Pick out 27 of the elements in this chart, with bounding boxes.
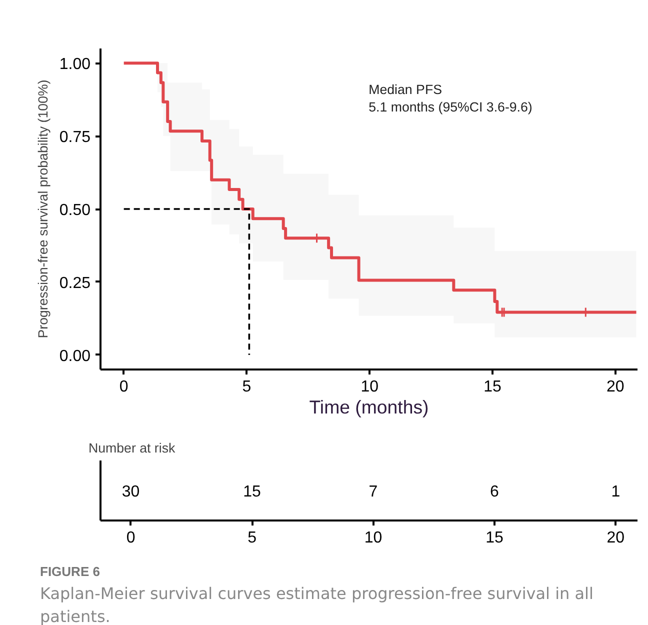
annotation: 5.1 months (95%CI 3.6-9.6) bbox=[368, 99, 532, 114]
y-tick-label: 0.75 bbox=[59, 129, 91, 146]
x-tick-label: 10 bbox=[364, 530, 382, 546]
x-tick-label: 15 bbox=[484, 378, 502, 396]
data-label: 30 bbox=[122, 484, 140, 500]
x-tick-label: 0 bbox=[119, 378, 128, 396]
y-axis-title: Progression-free survival probability (100%) bbox=[35, 80, 50, 338]
x-tick-label: 15 bbox=[486, 530, 504, 546]
y-tick-label: 1.00 bbox=[59, 56, 91, 74]
x-tick-label: 5 bbox=[242, 378, 252, 396]
data-label: 15 bbox=[243, 484, 262, 500]
y-tick-label: 0.00 bbox=[59, 348, 91, 365]
y-tick-label: 0.25 bbox=[59, 274, 91, 292]
x-tick-label: 10 bbox=[360, 378, 379, 396]
text: Kaplan-Meier survival curves estimate progression-free survival in all patients. bbox=[40, 582, 594, 625]
x-tick-label: 20 bbox=[606, 530, 625, 546]
x-tick-label: 5 bbox=[248, 530, 257, 546]
chart-title: Number at risk bbox=[88, 440, 176, 456]
data-label: 1 bbox=[611, 484, 620, 500]
x-axis-title: Time (months) bbox=[309, 396, 429, 418]
x-tick-label: 0 bbox=[126, 530, 136, 546]
caption: FIGURE 6 bbox=[40, 563, 101, 581]
y-tick-label: 0.50 bbox=[59, 202, 91, 219]
data-label: 6 bbox=[490, 484, 500, 500]
annotation: Median PFS bbox=[368, 82, 442, 97]
data-label: 7 bbox=[368, 484, 378, 500]
x-tick-label: 20 bbox=[606, 378, 624, 396]
